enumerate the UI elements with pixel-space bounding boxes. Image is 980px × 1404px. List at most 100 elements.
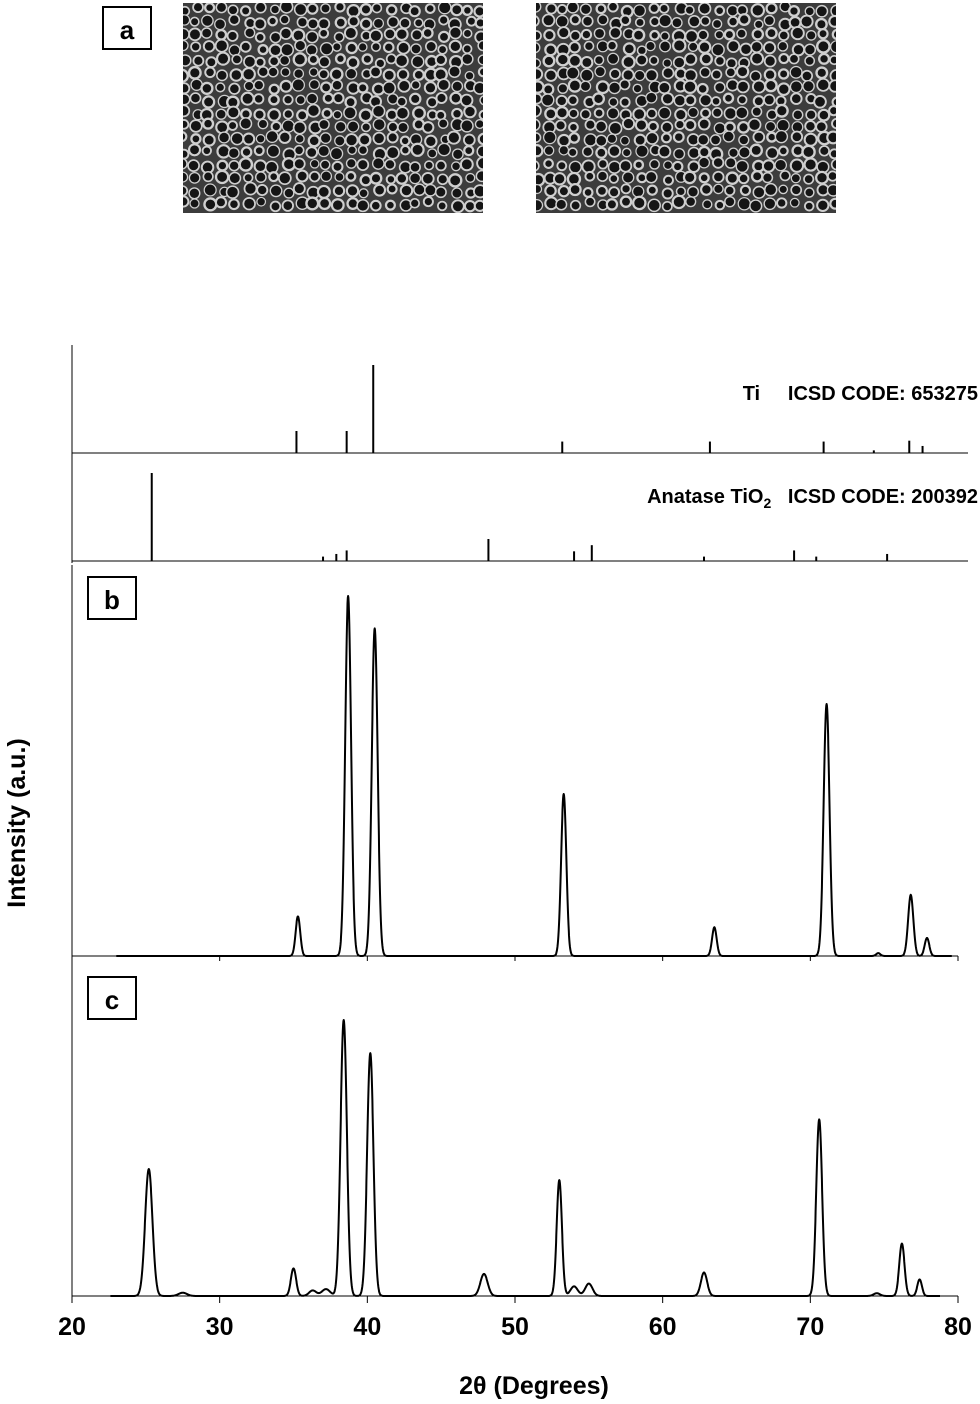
nanotube-pore bbox=[216, 69, 229, 82]
nanotube-pore bbox=[735, 106, 749, 120]
nanotube-pore bbox=[423, 81, 438, 95]
nanotube-pore bbox=[369, 171, 383, 185]
nanotube-pore bbox=[711, 18, 723, 30]
nanotube-pore bbox=[737, 13, 751, 26]
nanotube-pore bbox=[830, 158, 836, 171]
nanotube-pore bbox=[267, 108, 282, 122]
nanotube-pore bbox=[253, 79, 265, 91]
nanotube-pore bbox=[790, 184, 803, 196]
nanotube-pore bbox=[320, 81, 333, 94]
nanotube-pore bbox=[687, 15, 701, 28]
nanotube-pore bbox=[426, 96, 438, 109]
nanotube-pore bbox=[231, 53, 243, 65]
nanotube-pore bbox=[536, 15, 540, 27]
nanotube-pore bbox=[671, 160, 684, 173]
nanotube-pore bbox=[438, 14, 450, 26]
nanotube-pore bbox=[635, 144, 649, 158]
nanotube-pore bbox=[818, 52, 831, 65]
nanotube-pore bbox=[805, 108, 817, 121]
nanotube-pore bbox=[710, 68, 723, 81]
nanotube-pore bbox=[735, 159, 749, 174]
nanotube-pore bbox=[763, 182, 778, 197]
nanotube-pore bbox=[386, 15, 400, 29]
nanotube-pore bbox=[448, 26, 463, 40]
nanotube-pore bbox=[397, 121, 409, 134]
nanotube-pore bbox=[187, 65, 202, 80]
nanotube-pore bbox=[183, 39, 189, 52]
nanotube-pore bbox=[421, 26, 434, 39]
nanotube-pore bbox=[451, 148, 464, 161]
nanotube-pore bbox=[371, 104, 386, 119]
nanotube-pore bbox=[714, 55, 726, 67]
nanotube-pore bbox=[778, 145, 789, 157]
nanotube-pore bbox=[330, 198, 345, 213]
nanotube-pore bbox=[371, 157, 385, 170]
ref-label-anatase: Anatase TiO2 ICSD CODE: 200392 bbox=[647, 486, 978, 511]
nanotube-pore bbox=[540, 93, 555, 107]
nanotube-pore bbox=[569, 199, 582, 212]
nanotube-pore bbox=[790, 173, 801, 184]
nanotube-pore bbox=[478, 109, 483, 121]
nanotube-pore bbox=[204, 66, 216, 79]
nanotube-pore bbox=[386, 183, 398, 195]
nanotube-pore bbox=[189, 119, 203, 133]
nanotube-pore bbox=[763, 93, 776, 107]
nanotube-pore bbox=[295, 94, 306, 106]
nanotube-pore bbox=[788, 53, 800, 65]
nanotube-pore bbox=[331, 160, 344, 173]
nanotube-pore bbox=[396, 96, 408, 107]
nanotube-pore bbox=[332, 184, 346, 198]
nanotube-pore bbox=[477, 54, 483, 66]
nanotube-pore bbox=[661, 66, 675, 80]
nanotube-pore bbox=[461, 52, 474, 66]
nanotube-pore bbox=[294, 133, 305, 144]
nanotube-pore bbox=[557, 26, 571, 40]
nanotube-pore bbox=[779, 170, 791, 182]
nanotube-pore bbox=[371, 3, 383, 14]
nanotube-pore bbox=[790, 25, 805, 41]
nanotube-pore bbox=[765, 146, 779, 160]
nanotube-pore bbox=[188, 171, 201, 184]
nanotube-pore bbox=[463, 104, 477, 119]
nanotube-pore bbox=[384, 199, 396, 211]
nanotube-pore bbox=[332, 109, 343, 120]
nanotube-pore bbox=[201, 117, 215, 130]
nanotube-pore bbox=[661, 200, 673, 212]
nanotube-pore bbox=[774, 129, 789, 144]
nanotube-pore bbox=[318, 196, 332, 211]
nanotube-pore bbox=[253, 17, 267, 31]
nanotube-pore bbox=[536, 67, 544, 81]
nanotube-pore bbox=[278, 130, 292, 144]
nanotube-pore bbox=[410, 43, 422, 55]
nanotube-pore bbox=[790, 130, 804, 143]
nanotube-pore bbox=[536, 58, 542, 69]
nanotube-pore bbox=[472, 81, 483, 95]
nanotube-pore bbox=[725, 66, 737, 78]
nanotube-pore bbox=[568, 121, 579, 133]
nanotube-pore bbox=[595, 134, 608, 148]
nanotube-pore bbox=[764, 78, 778, 93]
nanotube-pore bbox=[282, 94, 294, 106]
nanotube-pore bbox=[663, 174, 674, 186]
nanotube-pore bbox=[188, 27, 202, 42]
nanotube-pore bbox=[619, 14, 632, 27]
nanotube-pore bbox=[292, 52, 308, 67]
nanotube-pore bbox=[267, 15, 278, 27]
nanotube-pore bbox=[411, 54, 425, 69]
nanotube-pore bbox=[408, 5, 421, 18]
nanotube-pore bbox=[361, 53, 374, 66]
nanotube-pore bbox=[200, 81, 214, 95]
nanotube-pore bbox=[684, 4, 695, 16]
nanotube-pore bbox=[556, 160, 568, 172]
nanotube-pore bbox=[763, 197, 777, 211]
nanotube-pore bbox=[385, 4, 398, 16]
nanotube-pore bbox=[268, 171, 280, 183]
nanotube-pore bbox=[424, 160, 435, 171]
sem-image-right bbox=[536, 3, 836, 213]
nanotube-pore bbox=[777, 40, 789, 52]
nanotube-pore bbox=[225, 185, 240, 199]
nanotube-pore bbox=[192, 54, 205, 67]
nanotube-pore bbox=[477, 132, 483, 146]
nanotube-pore bbox=[661, 92, 675, 106]
nanotube-pore bbox=[761, 159, 776, 173]
